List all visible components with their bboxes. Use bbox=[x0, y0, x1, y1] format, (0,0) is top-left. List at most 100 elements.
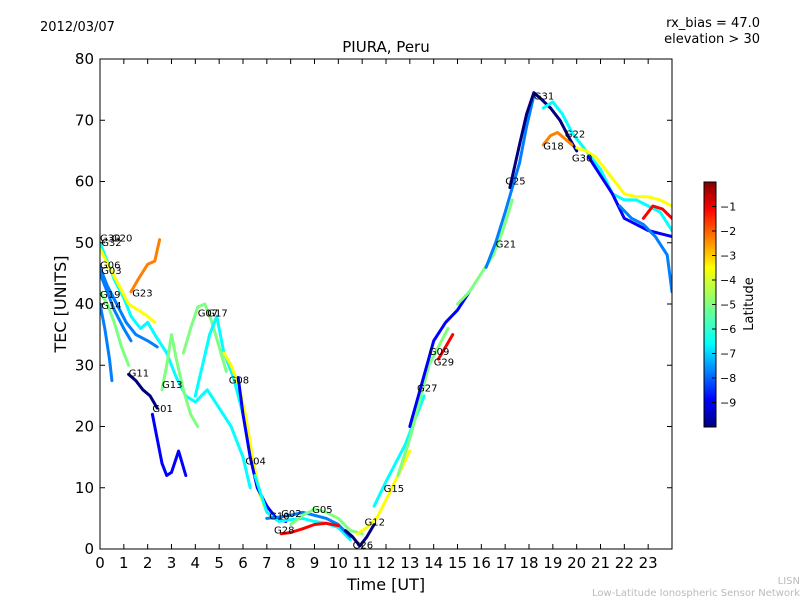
x-tick-label-2: 2 bbox=[143, 554, 153, 572]
series-line-7 bbox=[127, 372, 159, 410]
satellite-label-30: G30 bbox=[572, 153, 592, 164]
series-line-32 bbox=[618, 204, 672, 294]
y-tick-label-0: 0 bbox=[84, 540, 94, 558]
x-tick-label-17: 17 bbox=[496, 554, 515, 572]
series-line-4 bbox=[100, 290, 131, 367]
x-tick-label-10: 10 bbox=[329, 554, 348, 572]
series-line-2 bbox=[100, 265, 159, 349]
rx-bias-label: rx_bias = 47.0 bbox=[666, 16, 760, 31]
satellite-label-3: G06 bbox=[100, 261, 120, 272]
colorbar-tick-label-2: −3 bbox=[720, 250, 736, 263]
series-line-18 bbox=[344, 523, 376, 548]
x-tick-label-16: 16 bbox=[472, 554, 491, 572]
x-tick-label-5: 5 bbox=[214, 554, 224, 572]
colorbar-tick-label-5: −6 bbox=[720, 323, 736, 336]
satellite-label-11: G13 bbox=[162, 380, 182, 391]
satellite-label-24: G29 bbox=[434, 357, 454, 368]
x-tick-label-6: 6 bbox=[238, 554, 248, 572]
satellite-label-12: G08 bbox=[229, 376, 249, 387]
satellite-label-19: G26 bbox=[353, 540, 373, 551]
x-tick-label-13: 13 bbox=[400, 554, 419, 572]
series-line-3 bbox=[100, 271, 133, 343]
satellite-label-8: G07 bbox=[198, 308, 218, 319]
x-tick-label-0: 0 bbox=[95, 554, 105, 572]
y-tick-label-6: 60 bbox=[75, 173, 94, 191]
x-tick-label-12: 12 bbox=[376, 554, 395, 572]
series-line-5 bbox=[100, 302, 114, 383]
y-tick-label-1: 10 bbox=[75, 479, 94, 497]
x-tick-label-21: 21 bbox=[591, 554, 610, 572]
satellite-label-5: G23 bbox=[132, 289, 152, 300]
footer-org-short: LISN bbox=[777, 576, 800, 587]
series-line-9 bbox=[150, 412, 188, 477]
y-tick-label-4: 40 bbox=[75, 295, 94, 313]
satellite-label-28: G18 bbox=[543, 142, 563, 153]
date-label: 2012/03/07 bbox=[40, 20, 115, 35]
x-tick-label-18: 18 bbox=[519, 554, 538, 572]
satellite-label-17: G05 bbox=[312, 505, 332, 516]
satellite-label-14: G04 bbox=[245, 457, 265, 468]
series-lines bbox=[100, 91, 672, 548]
series-line-22 bbox=[408, 290, 471, 428]
series-line-23 bbox=[436, 333, 455, 361]
satellite-label-18: G28 bbox=[274, 526, 294, 537]
y-tick-label-8: 80 bbox=[75, 50, 94, 68]
x-tick-label-19: 19 bbox=[543, 554, 562, 572]
satellite-label-25: G21 bbox=[496, 240, 516, 251]
satellite-label-27: G31 bbox=[534, 91, 554, 102]
x-tick-label-11: 11 bbox=[353, 554, 372, 572]
satellite-label-1: G32 bbox=[101, 238, 121, 249]
footer-org-long: Low-Latitude Ionospheric Sensor Network bbox=[592, 588, 800, 599]
series-line-27 bbox=[541, 131, 574, 147]
colorbar-tick-label-4: −5 bbox=[720, 299, 736, 312]
series-line-1 bbox=[100, 247, 157, 324]
x-tick-label-9: 9 bbox=[310, 554, 320, 572]
satellite-label-29: G22 bbox=[565, 129, 585, 140]
series-line-17 bbox=[279, 521, 340, 536]
chart-title: PIURA, Peru bbox=[342, 38, 429, 56]
satellite-label-23: G09 bbox=[429, 347, 449, 358]
satellite-label-0: G30 bbox=[100, 234, 120, 245]
x-axis: 0 1 2 3 4 5 6 7 8 9 10 11 12 13 14 15 16 17 18 19 20 21 22 23 bbox=[95, 59, 658, 572]
satellite-label-26: G25 bbox=[505, 177, 525, 188]
y-tick-label-2: 20 bbox=[75, 418, 94, 436]
y-tick-label-7: 70 bbox=[75, 111, 94, 129]
satellite-label-9: G17 bbox=[207, 308, 227, 319]
series-line-31 bbox=[587, 155, 672, 239]
x-tick-label-7: 7 bbox=[262, 554, 272, 572]
series-line-28 bbox=[541, 100, 672, 232]
colorbar-tick-label-3: −4 bbox=[720, 274, 736, 287]
satellite-label-6: G19 bbox=[100, 290, 120, 301]
y-axis-label: TEC [UNITS] bbox=[51, 256, 70, 354]
series-line-11 bbox=[193, 314, 254, 465]
x-tick-label-23: 23 bbox=[639, 554, 658, 572]
colorbar-tick-label-6: −7 bbox=[720, 348, 736, 361]
satellite-label-2: G20 bbox=[112, 234, 132, 245]
colorbar-ticks: −1 −2 −3 −4 −5 −6 −7 −8 −9 bbox=[712, 201, 736, 410]
satellite-label-7: G14 bbox=[101, 301, 121, 312]
colorbar-tick-label-8: −9 bbox=[720, 397, 736, 410]
x-tick-label-22: 22 bbox=[615, 554, 634, 572]
series-line-26 bbox=[508, 91, 579, 190]
x-axis-label: Time [UT] bbox=[346, 575, 425, 594]
satellite-label-22: G27 bbox=[417, 384, 437, 395]
colorbar-label: Latitude bbox=[742, 277, 757, 331]
x-tick-label-1: 1 bbox=[119, 554, 129, 572]
series-line-6 bbox=[129, 238, 162, 294]
satellite-label-13: G01 bbox=[152, 404, 172, 415]
satellite-label-4: G03 bbox=[101, 266, 121, 277]
satellite-label-20: G12 bbox=[365, 518, 385, 529]
series-line-30 bbox=[641, 204, 672, 220]
series-line-8 bbox=[160, 333, 200, 428]
x-tick-label-4: 4 bbox=[191, 554, 201, 572]
colorbar-tick-label-0: −1 bbox=[720, 201, 736, 214]
y-tick-label-5: 50 bbox=[75, 234, 94, 252]
series-line-10 bbox=[181, 302, 228, 373]
colorbar-tick-label-7: −8 bbox=[720, 372, 736, 385]
series-line-25 bbox=[484, 94, 536, 269]
satellite-label-10: G11 bbox=[129, 368, 149, 379]
x-tick-label-20: 20 bbox=[567, 554, 586, 572]
x-tick-label-14: 14 bbox=[424, 554, 443, 572]
